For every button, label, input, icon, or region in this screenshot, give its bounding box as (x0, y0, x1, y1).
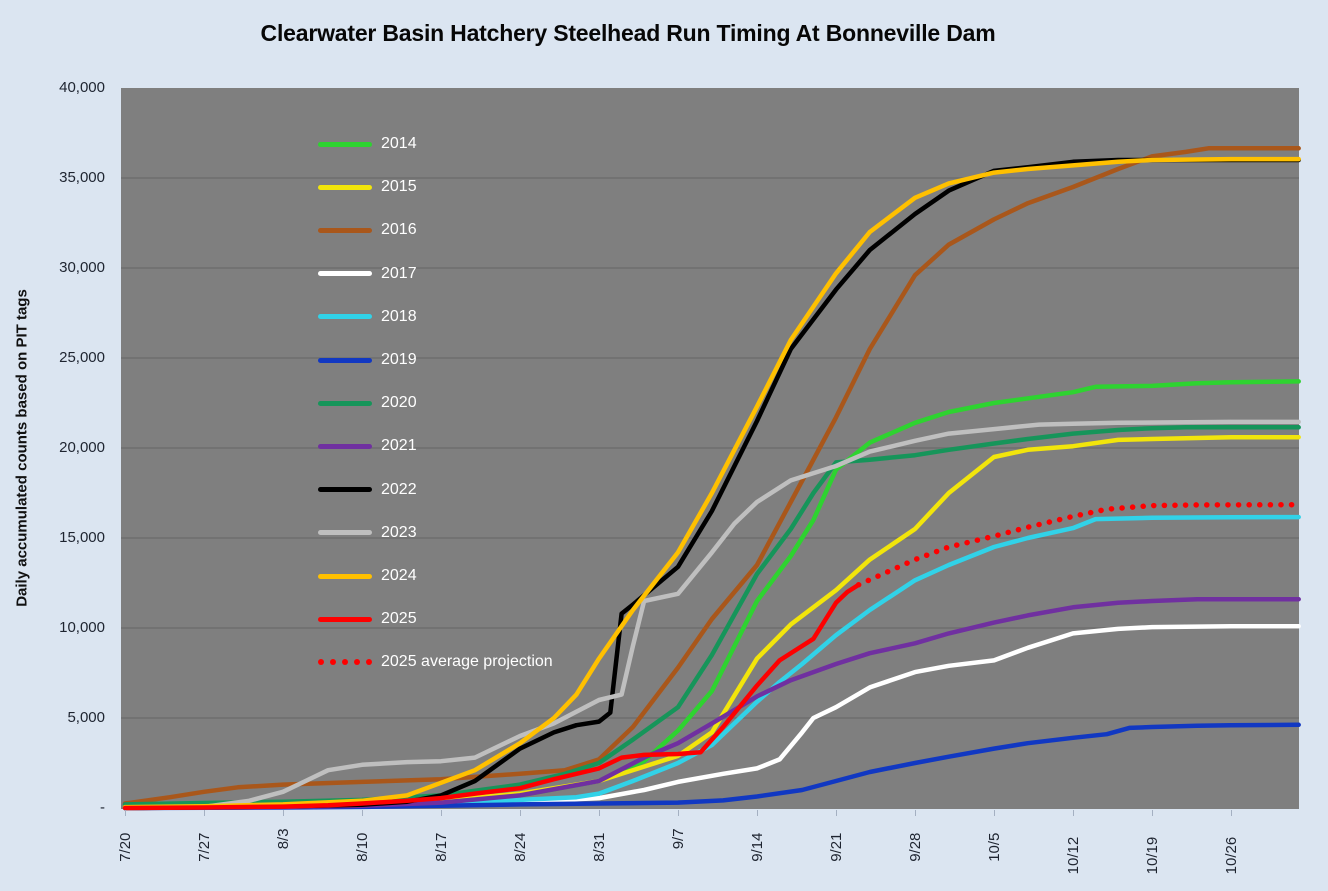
legend-label: 2018 (381, 307, 417, 325)
series-line-2025-average-projection (855, 501, 1302, 588)
chart-canvas (121, 146, 1302, 811)
legend-label: 2025 (381, 610, 417, 628)
y-tick-label: 5,000 (67, 709, 105, 726)
legend-item-2014: 2014 (318, 133, 417, 155)
x-tick-mark (440, 810, 442, 816)
legend-label: 2023 (381, 523, 417, 541)
x-tick-mark (125, 810, 126, 816)
x-tick-mark (677, 810, 679, 816)
x-tick-mark (598, 810, 600, 816)
legend-label: 2020 (381, 394, 417, 412)
legend-item-2020: 2020 (318, 392, 417, 414)
legend-item-2016: 2016 (318, 219, 417, 241)
chart-plot-area: 2014 2015 2016 2017 2018 2019 2020 2021 2022 2023… (121, 88, 1302, 811)
legend-label: 2021 (381, 437, 417, 455)
legend-label: 2024 (381, 567, 417, 584)
series-line-2016 (122, 146, 1301, 806)
legend-item-2025: 2025 (318, 608, 417, 630)
series-line-2023 (122, 419, 1301, 811)
x-tick-label: 9/28 (906, 832, 924, 862)
x-tick-mark (282, 810, 284, 816)
legend-swatch (318, 530, 372, 536)
x-tick-label: 8/10 (353, 832, 371, 862)
legend-label: 2015 (381, 178, 417, 196)
y-tick-label: 10,000 (59, 619, 105, 636)
legend-item-2019: 2019 (318, 349, 417, 371)
y-tick-label: 30,000 (59, 259, 105, 276)
series-line-2022 (122, 157, 1301, 811)
legend-swatch (318, 357, 372, 363)
legend-label: 2022 (381, 480, 417, 498)
legend-swatch (318, 443, 372, 449)
legend-swatch (318, 184, 372, 190)
x-tick-label: 9/14 (748, 832, 766, 862)
series-line-2024 (122, 156, 1301, 810)
x-tick-mark (519, 810, 521, 816)
legend-label: 2019 (381, 351, 417, 368)
x-tick-label: 8/31 (590, 832, 608, 862)
x-tick-mark (1072, 810, 1074, 816)
x-tick-label: 8/3 (274, 828, 292, 850)
legend-label: 2017 (381, 264, 417, 282)
x-tick-mark (835, 810, 837, 816)
legend-swatch (318, 487, 372, 493)
legend-item-2015: 2015 (318, 176, 417, 198)
legend-swatch (318, 271, 372, 277)
legend-swatch (318, 227, 372, 233)
x-tick-label: 9/21 (827, 832, 845, 862)
x-tick-label: 10/5 (985, 832, 1003, 862)
x-tick-label: 8/17 (432, 832, 450, 862)
legend-item-2024: 2024 (318, 565, 417, 587)
legend-label: 2014 (381, 135, 417, 152)
x-tick-label: 8/24 (511, 832, 529, 862)
legend-swatch (318, 141, 372, 147)
x-tick-mark (361, 810, 363, 816)
legend-swatch (318, 314, 372, 320)
legend-item-2022: 2022 (318, 479, 417, 501)
series-line-2021 (122, 596, 1301, 811)
series-line-2019 (122, 722, 1301, 811)
legend-item-2023: 2023 (318, 522, 417, 544)
x-tick-label: 10/12 (1064, 836, 1082, 875)
x-tick-label: 9/7 (669, 828, 687, 850)
chart-title: Clearwater Basin Hatchery Steelhead Run … (260, 20, 996, 46)
legend-item-2018: 2018 (318, 306, 417, 328)
legend-swatch (318, 400, 372, 406)
y-tick-label: 35,000 (59, 169, 105, 186)
y-tick-label: - (100, 799, 105, 816)
legend-label: 2016 (381, 221, 417, 239)
x-tick-mark (993, 810, 995, 816)
x-tick-mark (1230, 810, 1232, 816)
x-tick-label: 10/19 (1143, 836, 1161, 875)
legend-label: 2025 average projection (381, 653, 553, 671)
y-tick-label: 20,000 (59, 439, 105, 456)
legend-swatch (318, 616, 372, 622)
y-tick-label: 25,000 (59, 349, 105, 366)
x-tick-label: 10/26 (1222, 836, 1240, 875)
x-tick-label: 7/20 (117, 832, 134, 862)
legend-item-2025-average-projection: 2025 average projection (318, 651, 553, 673)
legend-item-2021: 2021 (318, 435, 417, 457)
y-tick-label: 15,000 (59, 529, 105, 546)
x-tick-mark (756, 810, 758, 816)
y-tick-label: 40,000 (59, 79, 105, 96)
x-tick-mark (203, 810, 205, 816)
x-tick-mark (1151, 810, 1153, 816)
x-tick-label: 7/27 (195, 832, 213, 862)
legend-item-2017: 2017 (318, 263, 417, 285)
legend-swatch (318, 573, 372, 579)
series-line-2018 (122, 514, 1301, 811)
series-line-2025 (122, 582, 861, 811)
legend-swatch-dotted (318, 659, 372, 666)
x-tick-mark (914, 810, 916, 816)
